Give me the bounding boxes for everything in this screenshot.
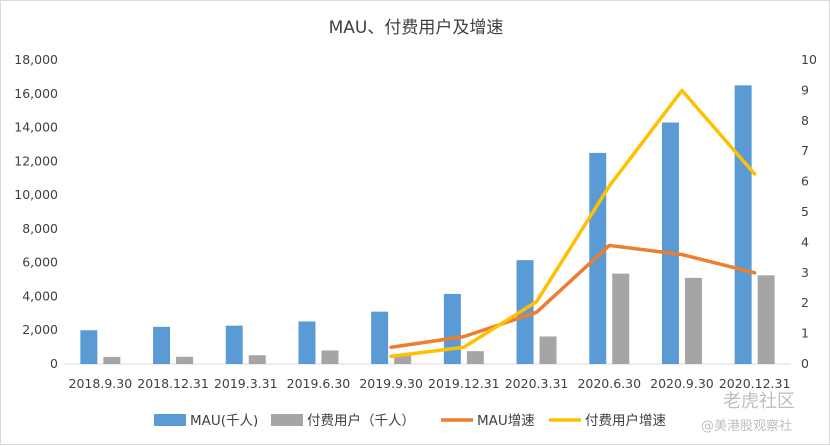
right-tick-label: 9 bbox=[801, 82, 809, 97]
x-tick-label: 2019.3.31 bbox=[214, 376, 278, 391]
legend-label: MAU增速 bbox=[477, 413, 535, 429]
line-mau-growth bbox=[389, 243, 757, 350]
bar-paid-users bbox=[466, 351, 484, 364]
right-tick-label: 10 bbox=[801, 52, 817, 67]
bar-paid-users bbox=[757, 275, 775, 364]
x-tick-label: 2020.12.31 bbox=[719, 376, 791, 391]
watermark-brand: 老虎社区 bbox=[723, 391, 795, 412]
x-tick-label: 2020.3.31 bbox=[505, 376, 569, 391]
bar-mau bbox=[589, 152, 607, 364]
bar-mau bbox=[371, 311, 389, 364]
x-tick-label: 2020.9.30 bbox=[650, 376, 714, 391]
left-tick-label: 4,000 bbox=[22, 288, 58, 303]
bar-paid-users bbox=[321, 350, 339, 364]
legend-swatch bbox=[271, 414, 303, 426]
chart-title: MAU、付费用户及增速 bbox=[328, 18, 504, 38]
left-tick-label: 10,000 bbox=[14, 187, 58, 202]
legend-label: MAU(千人) bbox=[190, 413, 258, 429]
bar-paid-users bbox=[248, 355, 266, 364]
legend-label: 付费用户增速 bbox=[585, 412, 666, 429]
line-paid-users-growth bbox=[389, 88, 757, 359]
right-tick-label: 5 bbox=[801, 204, 809, 219]
watermark-source: @美港股观察社 bbox=[701, 419, 793, 434]
bar-mau bbox=[225, 325, 243, 364]
x-tick-label: 2019.6.30 bbox=[287, 376, 351, 391]
bar-mau bbox=[661, 122, 679, 364]
bar-mau bbox=[443, 293, 461, 364]
bar-paid-users bbox=[103, 356, 121, 364]
right-tick-label: 0 bbox=[801, 356, 809, 371]
left-tick-label: 12,000 bbox=[14, 153, 58, 168]
x-tick-label: 2018.9.30 bbox=[69, 376, 133, 391]
legend-label: 付费用户（千人） bbox=[307, 412, 415, 429]
right-tick-label: 1 bbox=[801, 326, 809, 341]
right-tick-label: 8 bbox=[801, 113, 809, 128]
bar-mau bbox=[80, 330, 98, 364]
bar-mau bbox=[734, 85, 752, 364]
bar-mau bbox=[516, 260, 534, 364]
right-tick-label: 4 bbox=[801, 234, 809, 249]
left-tick-label: 0 bbox=[50, 356, 58, 371]
right-tick-label: 7 bbox=[801, 143, 809, 158]
left-tick-label: 2,000 bbox=[22, 322, 58, 337]
right-tick-label: 2 bbox=[801, 295, 809, 310]
left-tick-label: 18,000 bbox=[14, 52, 58, 67]
x-tick-label: 2020.6.30 bbox=[577, 376, 641, 391]
left-tick-label: 6,000 bbox=[22, 255, 58, 270]
left-tick-label: 14,000 bbox=[14, 120, 58, 135]
bar-paid-users bbox=[612, 273, 630, 364]
legend-swatch bbox=[154, 414, 186, 426]
x-tick-label: 2019.9.30 bbox=[359, 376, 423, 391]
bar-paid-users bbox=[684, 277, 702, 364]
bar-paid-users bbox=[539, 336, 557, 364]
right-tick-label: 3 bbox=[801, 265, 809, 280]
bar-paid-users bbox=[176, 356, 194, 364]
bar-mau bbox=[153, 326, 171, 364]
left-tick-label: 8,000 bbox=[22, 221, 58, 236]
left-tick-label: 16,000 bbox=[14, 86, 58, 101]
right-tick-label: 6 bbox=[801, 174, 809, 189]
x-tick-label: 2018.12.31 bbox=[137, 376, 209, 391]
bar-mau bbox=[298, 321, 316, 364]
x-tick-label: 2019.12.31 bbox=[428, 376, 500, 391]
bar-paid-users bbox=[394, 355, 412, 364]
